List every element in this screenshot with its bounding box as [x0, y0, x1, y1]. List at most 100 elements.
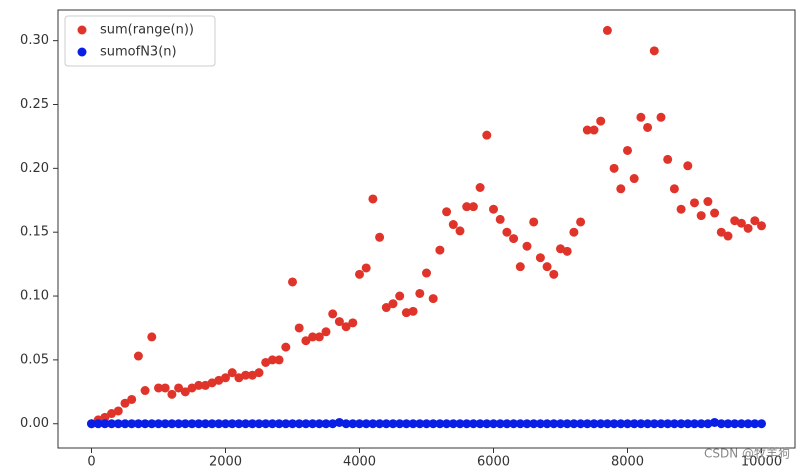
point: [100, 412, 110, 422]
x-tick-label: 10000: [741, 455, 782, 468]
point: [301, 419, 311, 429]
point: [127, 419, 137, 429]
y-tick-label: 0.05: [20, 352, 49, 367]
point: [395, 419, 405, 429]
point: [200, 419, 210, 429]
point: [274, 355, 284, 365]
point: [194, 380, 204, 390]
point: [167, 389, 177, 399]
point: [582, 125, 592, 135]
y-tick-label: 0.20: [20, 161, 49, 176]
point: [154, 419, 163, 429]
point: [348, 318, 358, 328]
point: [529, 217, 539, 227]
point: [475, 182, 485, 192]
point: [690, 198, 699, 208]
point: [100, 419, 110, 429]
point: [133, 419, 143, 429]
point: [649, 46, 659, 56]
point: [348, 419, 358, 429]
point: [375, 232, 385, 242]
point: [703, 197, 713, 207]
point: [636, 112, 646, 122]
point: [629, 174, 639, 184]
point: [602, 419, 612, 429]
point: [723, 419, 733, 429]
point: [663, 154, 673, 164]
point: [147, 332, 157, 342]
point: [629, 419, 639, 429]
point: [462, 419, 472, 429]
point: [489, 419, 498, 429]
point: [757, 419, 766, 429]
point: [542, 419, 552, 429]
point: [489, 204, 498, 214]
point: [448, 220, 458, 230]
point: [140, 386, 150, 396]
point: [602, 25, 612, 35]
point: [160, 419, 170, 429]
point: [576, 419, 586, 429]
point: [140, 419, 150, 429]
point: [669, 184, 679, 194]
point: [267, 355, 277, 365]
point: [656, 419, 666, 429]
point: [154, 383, 163, 393]
point: [395, 291, 405, 301]
point: [341, 322, 351, 332]
point: [562, 419, 572, 429]
point: [288, 277, 297, 287]
point: [133, 351, 143, 361]
point: [582, 419, 592, 429]
point: [515, 419, 525, 429]
point: [623, 145, 632, 155]
point: [308, 419, 318, 429]
point: [730, 419, 740, 429]
point: [428, 294, 438, 304]
point: [535, 253, 545, 263]
point: [596, 116, 606, 126]
point: [120, 398, 130, 408]
point: [274, 419, 284, 429]
point: [174, 383, 184, 393]
point: [750, 419, 760, 429]
point: [281, 342, 291, 352]
point: [435, 245, 445, 255]
point: [683, 419, 693, 429]
point: [535, 419, 545, 429]
legend-label: sum(range(n)): [100, 23, 194, 38]
point: [415, 288, 425, 298]
point: [723, 231, 733, 241]
point: [247, 419, 257, 429]
point: [716, 419, 726, 429]
point: [227, 368, 237, 378]
point: [616, 184, 626, 194]
point: [482, 130, 492, 140]
point: [341, 419, 351, 429]
point: [468, 202, 478, 212]
point: [448, 419, 458, 429]
point: [757, 221, 766, 231]
legend-label: sumofN3(n): [100, 45, 177, 60]
point: [643, 122, 653, 132]
point: [455, 419, 465, 429]
point: [569, 419, 579, 429]
point: [381, 419, 391, 429]
point: [408, 419, 418, 429]
point: [442, 419, 452, 429]
point: [690, 419, 699, 429]
point: [676, 419, 686, 429]
point: [495, 419, 505, 429]
point: [455, 226, 465, 236]
point: [254, 368, 264, 378]
point: [214, 419, 224, 429]
point: [334, 317, 344, 327]
point: [261, 419, 271, 429]
x-tick-label: 2000: [209, 455, 242, 468]
point: [736, 419, 746, 429]
point: [683, 161, 693, 171]
point: [93, 419, 103, 429]
point: [509, 419, 519, 429]
point: [120, 419, 130, 429]
